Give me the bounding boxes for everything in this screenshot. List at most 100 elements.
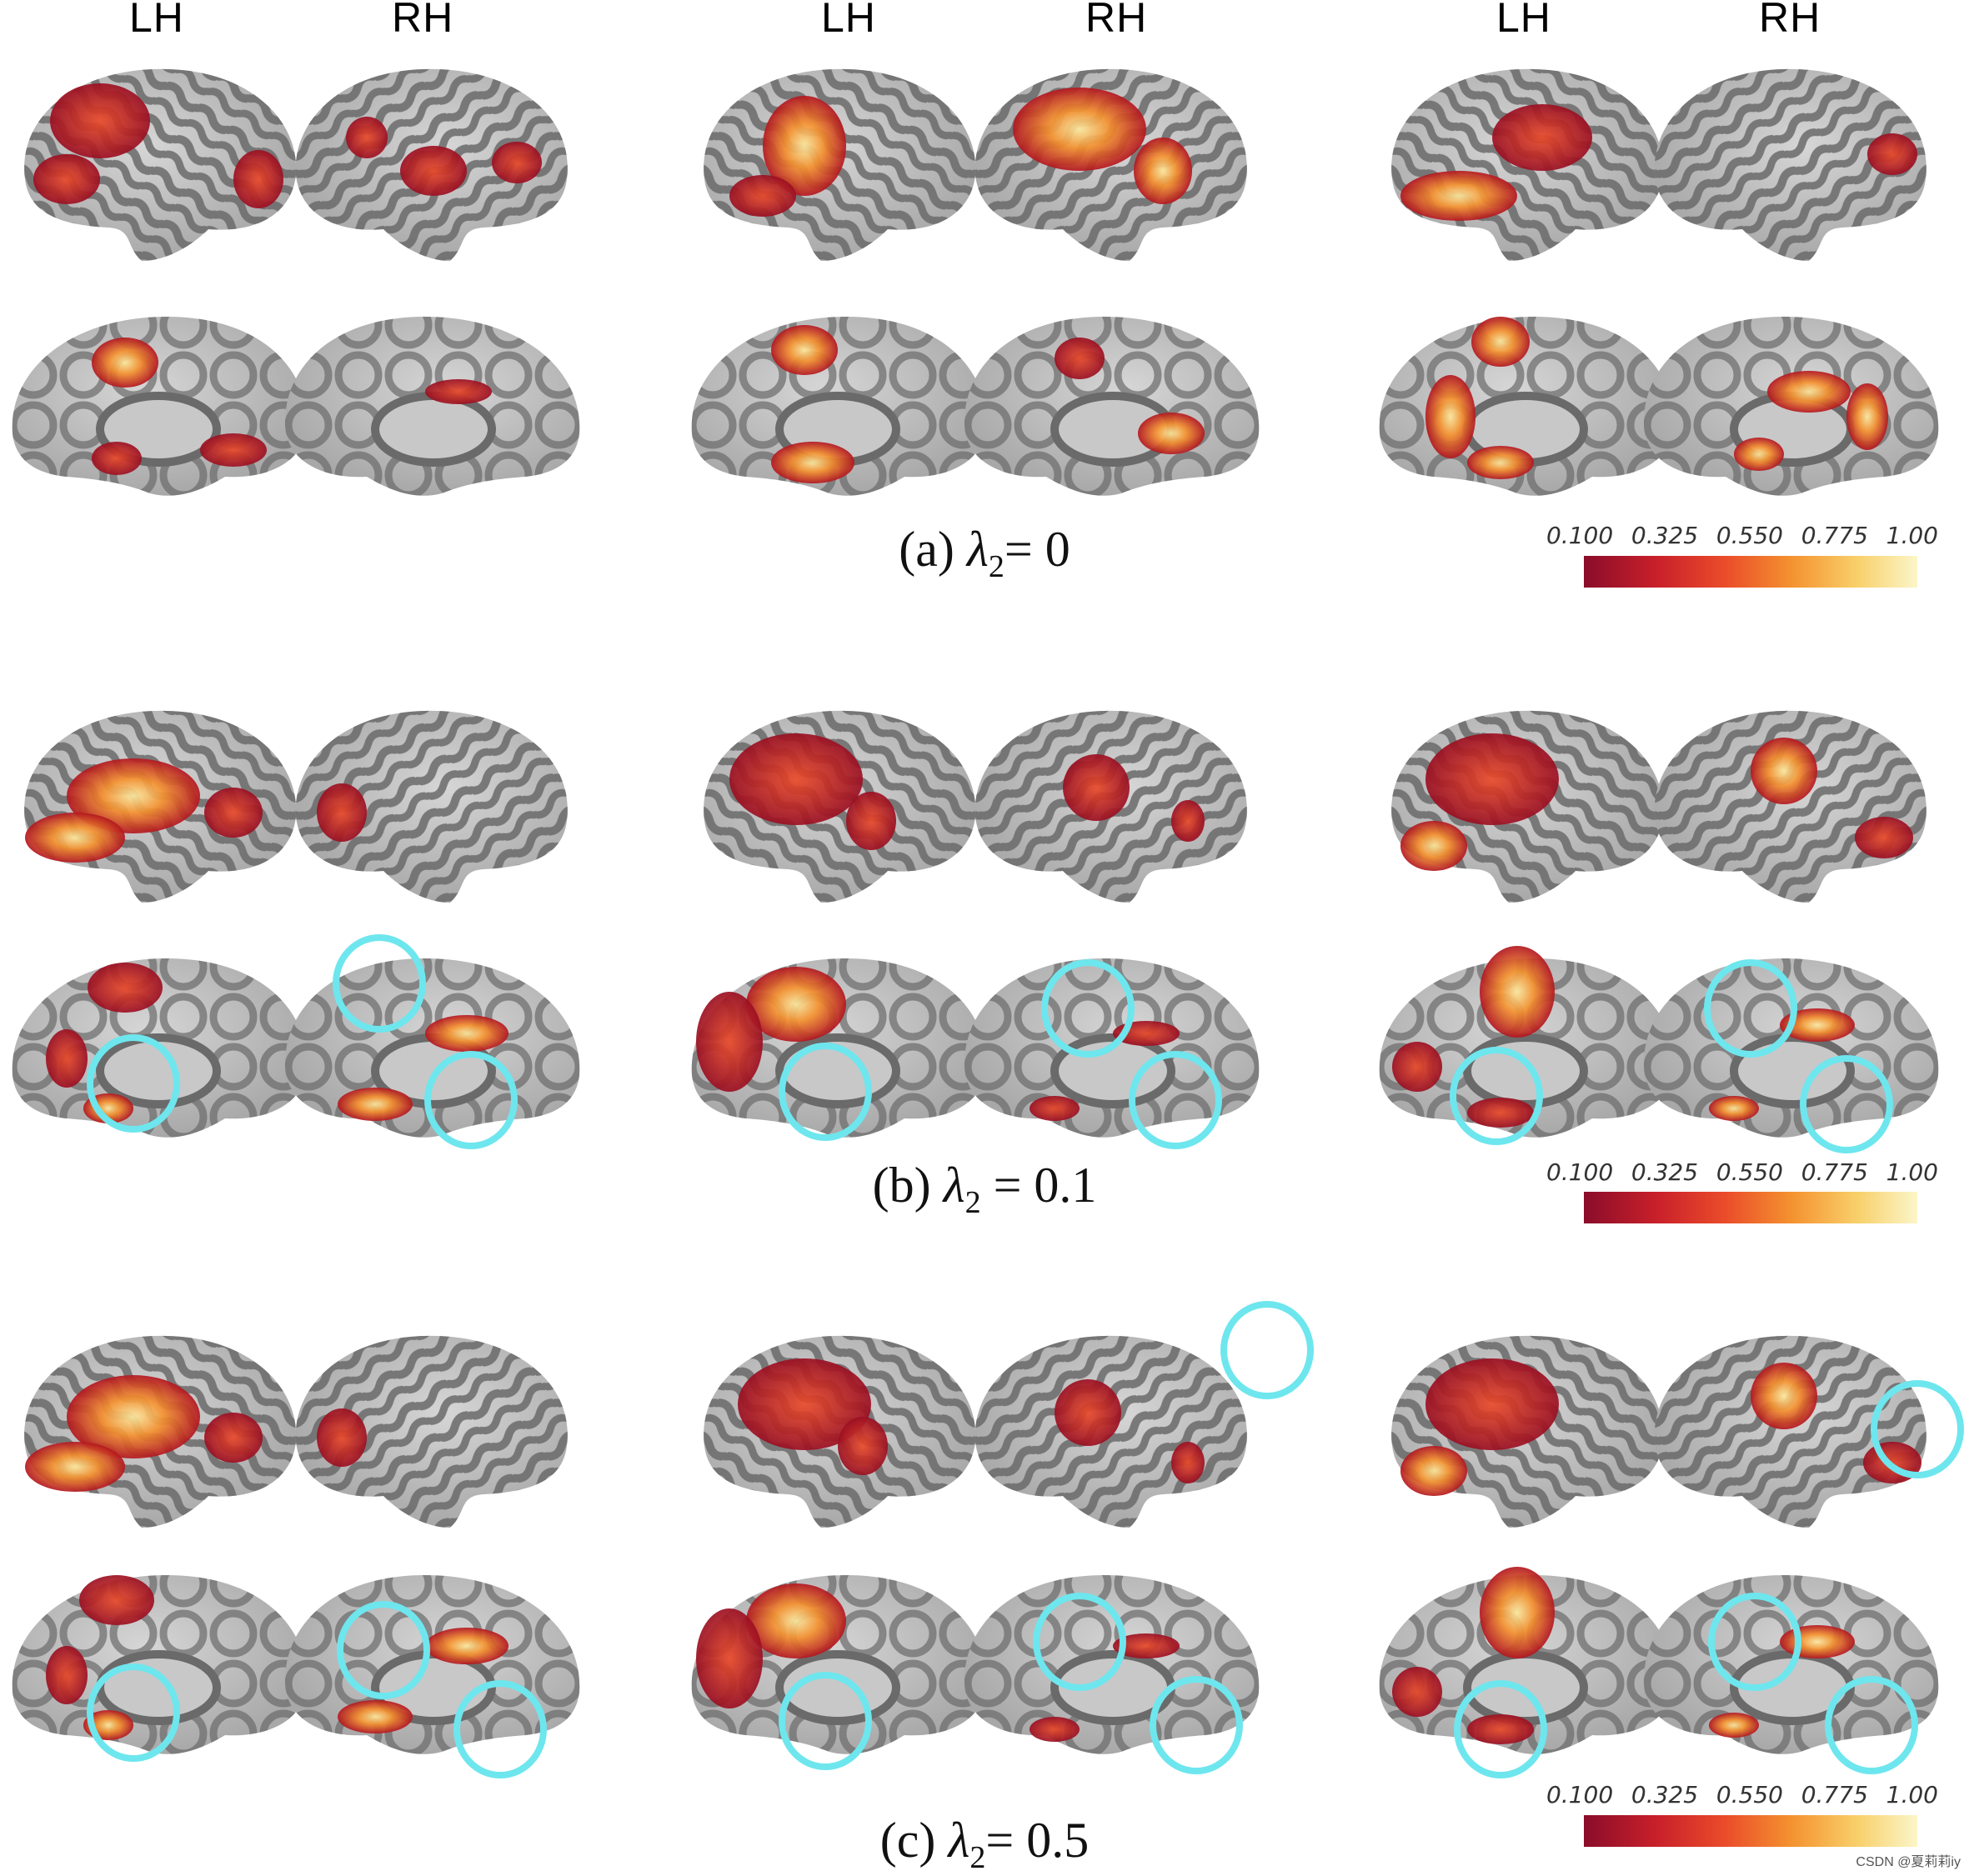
activation-cluster (1063, 754, 1130, 821)
brain-medial-view (284, 317, 580, 496)
activation-cluster (233, 150, 283, 208)
corpus-callosum (1730, 1033, 1855, 1108)
caption-c-sub: 2 (969, 1840, 986, 1875)
activation-cluster (67, 758, 200, 833)
colorbar-c (1584, 1815, 1917, 1847)
activation-cluster (1751, 1363, 1817, 1429)
highlight-circle (1041, 959, 1135, 1058)
hemisphere-label-lh-1: LH (129, 0, 184, 41)
colorbar-tick: 0.775 (1801, 1781, 1868, 1808)
hemisphere-label-lh-3: LH (1496, 0, 1551, 41)
activation-cluster (1013, 88, 1146, 171)
brain-medial-view (964, 1575, 1260, 1754)
activation-cluster (317, 783, 367, 842)
brain-lateral-view (704, 710, 976, 903)
brain-medial-view (12, 1575, 308, 1754)
caption-a-lambda: λ (966, 522, 989, 577)
activation-cluster (696, 992, 763, 1092)
hemisphere-label-rh-3: RH (1759, 0, 1821, 41)
highlight-circle (1708, 1593, 1801, 1691)
colorbar-tick: 0.775 (1801, 1158, 1868, 1186)
activation-cluster (729, 733, 863, 825)
highlight-circle (1825, 1676, 1918, 1774)
highlight-circle (453, 1680, 547, 1778)
hemisphere-label-lh-2: LH (821, 0, 876, 41)
brain-lateral-view (974, 710, 1247, 903)
highlight-circle (1800, 1055, 1893, 1153)
activation-cluster (738, 1358, 871, 1450)
activation-cluster (200, 433, 267, 467)
brain-medial-view (691, 1575, 987, 1754)
brain-lateral-view (1654, 1335, 1926, 1528)
activation-cluster (763, 96, 846, 196)
activation-cluster (1400, 1446, 1467, 1496)
highlight-circle (1129, 1051, 1222, 1149)
activation-cluster (1392, 1667, 1442, 1717)
activation-cluster (729, 175, 796, 217)
colorbar-tick: 0.325 (1631, 522, 1699, 549)
colorbar-tick: 0.325 (1631, 1781, 1699, 1808)
activation-cluster (79, 1575, 154, 1625)
activation-cluster (92, 442, 142, 475)
brain-medial-view (964, 317, 1260, 496)
activation-cluster (1867, 133, 1917, 175)
colorbar-a (1584, 556, 1917, 588)
activation-cluster (1709, 1096, 1759, 1121)
activation-cluster (492, 142, 542, 183)
caption-c-prefix: (c) (879, 1813, 949, 1868)
brain-medial-view (284, 1575, 580, 1754)
activation-cluster (1113, 1633, 1180, 1658)
activation-cluster (1480, 1567, 1555, 1658)
activation-cluster (1855, 817, 1913, 858)
activation-cluster (204, 1413, 263, 1463)
activation-cluster (1055, 338, 1105, 379)
caption-b-suffix: = 0.1 (980, 1158, 1097, 1213)
highlight-circle (337, 1601, 430, 1699)
activation-cluster (88, 963, 163, 1013)
caption-b-sub: 2 (964, 1185, 981, 1220)
colorbar-tick: 0.775 (1801, 522, 1868, 549)
activation-cluster (771, 442, 854, 483)
sulci-pattern (295, 1335, 568, 1528)
corpus-callosum (96, 1650, 221, 1725)
activation-cluster (1425, 375, 1475, 458)
activation-cluster (1030, 1096, 1080, 1121)
colorbar-tick: 0.550 (1716, 1158, 1783, 1186)
caption-b: (b) λ2 = 0.1 (0, 1157, 1969, 1221)
activation-cluster (67, 1375, 200, 1458)
brain-lateral-view (1391, 1335, 1664, 1528)
colorbar-tick: 1.00 (1886, 1158, 1938, 1186)
activation-cluster (46, 1646, 88, 1704)
activation-cluster (204, 788, 263, 838)
caption-c: (c) λ2= 0.5 (0, 1812, 1969, 1876)
brain-medial-view (284, 958, 580, 1138)
activation-cluster (1392, 1042, 1442, 1092)
brain-medial-view (1379, 1567, 1675, 1754)
activation-cluster (696, 1608, 763, 1708)
corpus-callosum (371, 392, 496, 467)
brain-lateral-view (24, 1335, 297, 1528)
activation-cluster (746, 967, 846, 1042)
highlight-circle (333, 934, 426, 1033)
brain-lateral-view (1391, 710, 1664, 903)
activation-cluster (1734, 438, 1784, 471)
highlight-circle (1450, 1047, 1543, 1145)
brain-lateral-view (295, 710, 568, 903)
colorbar-tick: 1.00 (1886, 1781, 1938, 1808)
activation-cluster (1030, 1717, 1080, 1742)
activation-cluster (1467, 1714, 1534, 1744)
activation-cluster (1055, 1379, 1121, 1446)
activation-cluster (46, 1029, 88, 1088)
colorbar-tick: 0.100 (1546, 1158, 1614, 1186)
colorbar-ticks-c: 0.100 0.325 0.550 0.775 1.00 (1546, 1781, 1938, 1808)
activation-cluster (317, 1408, 367, 1467)
activation-cluster (338, 1700, 413, 1733)
caption-c-lambda: λ (948, 1813, 970, 1868)
activation-cluster (1425, 733, 1559, 825)
activation-cluster (400, 146, 467, 196)
highlight-circle (1150, 1676, 1243, 1774)
colorbar-tick: 0.100 (1546, 522, 1614, 549)
caption-c-suffix: = 0.5 (985, 1813, 1090, 1868)
activation-cluster (1467, 1098, 1534, 1128)
